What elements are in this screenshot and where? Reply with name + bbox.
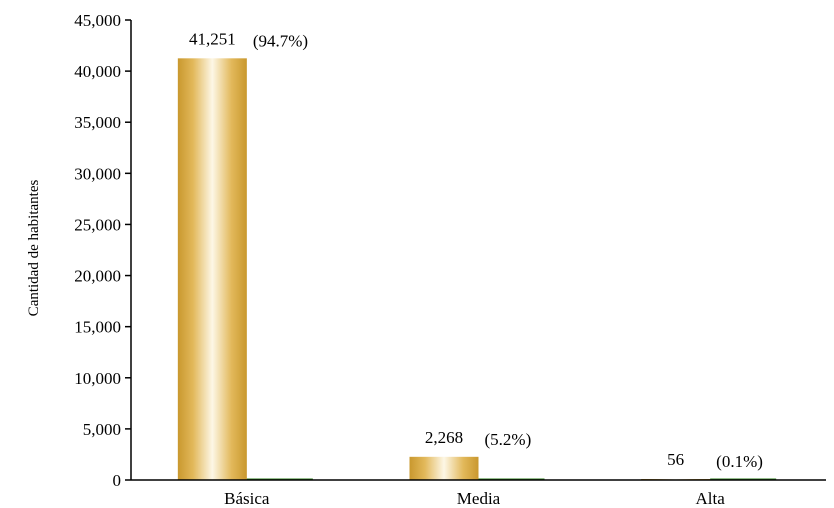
y-tick-label: 30,000 [74,164,121,183]
percent-label: (94.7%) [253,31,308,50]
data-label: 2,268 [425,428,463,447]
y-axis-title: Cantidad de habitantes [26,180,42,317]
bars: 41,251 (94.7%) 2,268 (5.2%) 56 (0.1%) [177,29,777,480]
bar [409,456,479,480]
y-tick-label: 45,000 [74,11,121,30]
data-label: 41,251 [189,29,236,48]
x-category-label: Media [457,489,501,508]
y-tick-label: 35,000 [74,113,121,132]
y-tick-label: 25,000 [74,215,121,234]
x-category-label: Básica [224,489,270,508]
x-axis-category-labels: Básica Media Alta [224,489,725,508]
data-label: 56 [667,450,684,469]
y-tick-label: 5,000 [83,420,121,439]
y-tick-label: 10,000 [74,369,121,388]
y-tick-label: 40,000 [74,62,121,81]
y-axis-ticks: 0 5,000 10,000 15,000 20,000 25,000 30,000 35,0… [74,11,131,490]
bar [177,58,247,480]
x-category-label: Alta [696,489,726,508]
y-tick-label: 20,000 [74,267,121,286]
percent-label: (0.1%) [716,452,763,471]
y-tick-label: 0 [113,471,122,490]
percent-label: (5.2%) [485,430,532,449]
y-tick-label: 15,000 [74,318,121,337]
